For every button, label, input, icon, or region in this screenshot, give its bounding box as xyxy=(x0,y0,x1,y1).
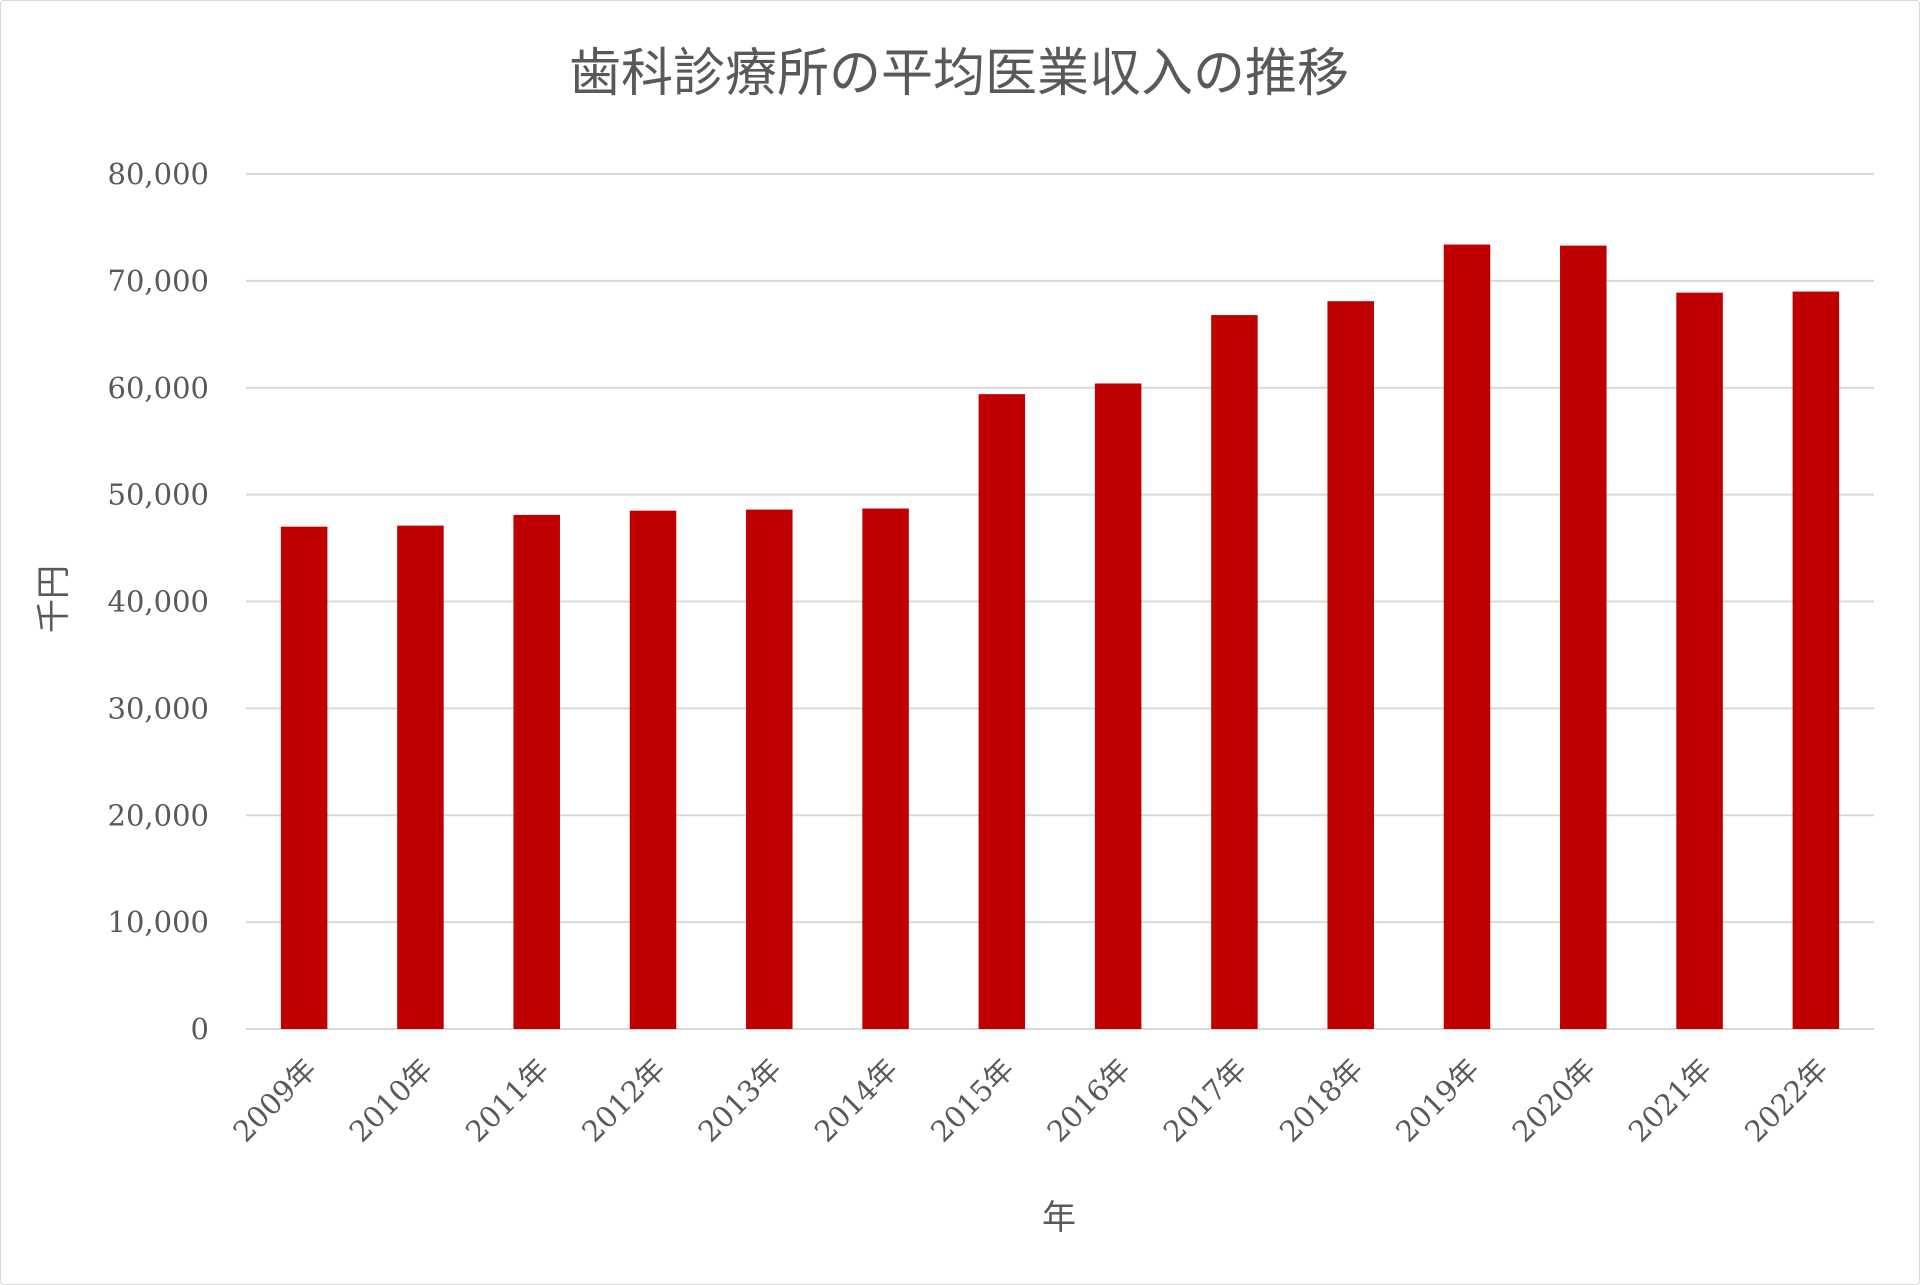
bar xyxy=(1211,315,1258,1029)
bar xyxy=(1327,301,1374,1029)
x-tick-label: 2016年 xyxy=(1040,1052,1137,1149)
y-tick-label: 10,000 xyxy=(108,905,209,939)
y-axis-title: 千円 xyxy=(34,565,74,633)
bar xyxy=(978,394,1026,1030)
bar xyxy=(862,508,909,1029)
bar xyxy=(397,525,444,1029)
x-tick-label: 2009年 xyxy=(226,1052,323,1149)
x-tick-label: 2021年 xyxy=(1622,1052,1719,1149)
bar xyxy=(629,510,677,1029)
y-tick-label: 60,000 xyxy=(108,371,209,405)
bar xyxy=(1094,383,1142,1030)
bars xyxy=(280,244,1840,1030)
bar xyxy=(280,526,328,1029)
x-tick-label: 2012年 xyxy=(575,1052,672,1149)
y-tick-label: 80,000 xyxy=(108,157,209,191)
x-tick-label: 2010年 xyxy=(343,1052,440,1149)
x-tick-label: 2019年 xyxy=(1389,1052,1486,1149)
bar xyxy=(513,514,560,1029)
chart-title: 歯科診療所の平均医業収入の推移 xyxy=(569,44,1349,104)
bar xyxy=(1443,244,1491,1030)
bar xyxy=(1560,245,1607,1029)
y-tick-label: 40,000 xyxy=(108,585,209,619)
x-tick-label: 2015年 xyxy=(924,1052,1021,1149)
y-axis-tick-labels: 0 10,000 20,000 30,000 40,000 50,000 60,000 70,… xyxy=(108,157,209,1046)
x-tick-label: 2018年 xyxy=(1273,1052,1370,1149)
y-tick-label: 70,000 xyxy=(108,264,209,298)
y-tick-label: 30,000 xyxy=(108,691,209,725)
y-tick-label: 0 xyxy=(191,1012,209,1046)
x-tick-label: 2014年 xyxy=(808,1052,905,1149)
x-tick-label: 2022年 xyxy=(1738,1052,1835,1149)
gridlines xyxy=(246,173,1874,1030)
x-axis-title: 年 xyxy=(1042,1198,1076,1238)
x-tick-label: 2020年 xyxy=(1505,1052,1602,1149)
bar xyxy=(1676,292,1723,1030)
y-tick-label: 20,000 xyxy=(108,798,209,832)
y-tick-label: 50,000 xyxy=(108,478,209,512)
x-tick-label: 2011年 xyxy=(459,1052,556,1149)
x-tick-label: 2013年 xyxy=(691,1052,788,1149)
x-axis-tick-labels: 2009年 2010年 2011年 2012年 2013年 2014年 2015年 2016年… xyxy=(226,1052,1834,1149)
x-tick-label: 2017年 xyxy=(1157,1052,1254,1149)
bar xyxy=(746,509,793,1029)
bar xyxy=(1792,291,1840,1029)
